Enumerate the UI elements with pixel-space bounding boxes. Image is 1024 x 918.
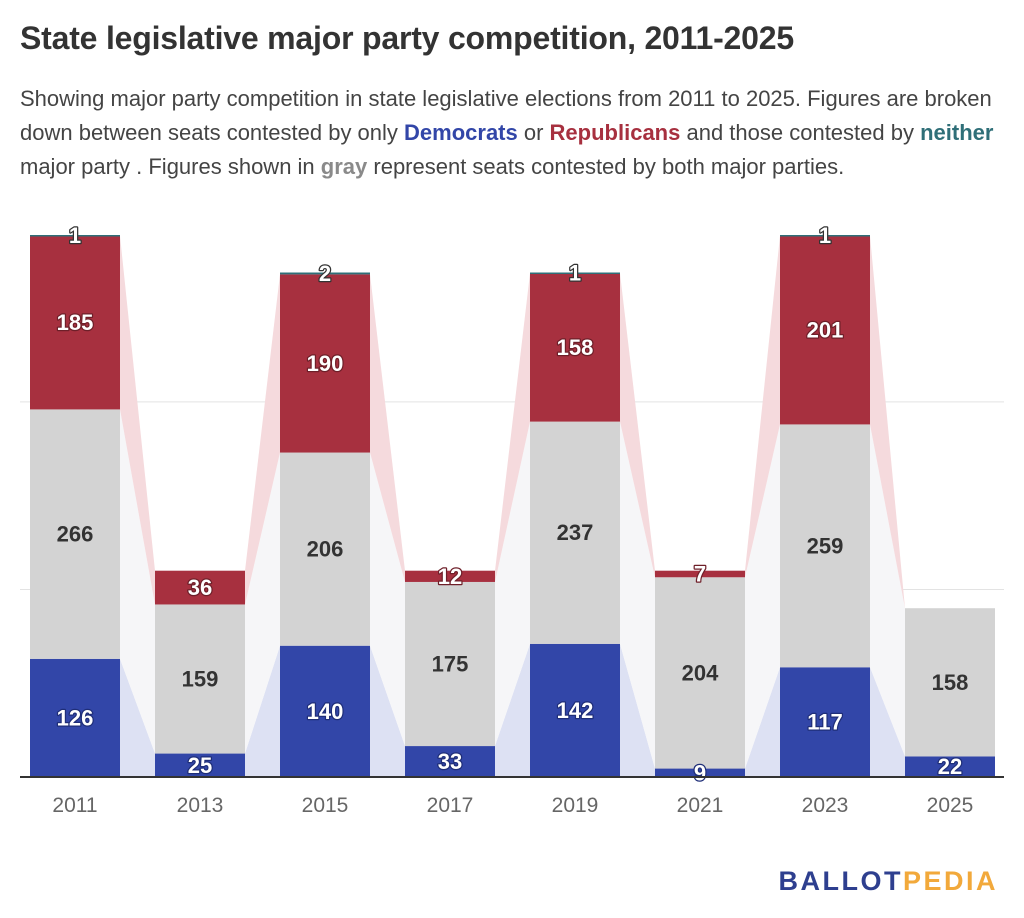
bar-segment-republicans-2011 <box>30 235 120 410</box>
data-label-democrats-2019: 142 <box>557 698 594 723</box>
connector-republicans <box>745 235 780 578</box>
subtitle-republicans-highlight: Republicans <box>549 120 681 145</box>
ballotpedia-logo: BALLOTPEDIA <box>778 866 998 897</box>
connector-democrats <box>245 645 280 777</box>
connector-democrats <box>745 667 780 777</box>
x-tick-label-2013: 2013 <box>177 794 224 817</box>
data-label-democrats-2023: 117 <box>807 710 843 735</box>
x-tick-label-2017: 2017 <box>427 794 474 817</box>
bar-segment-republicans-2023 <box>780 235 870 425</box>
data-label-both-2019: 237 <box>557 520 594 545</box>
data-label-neither-2011: 1 <box>69 223 81 248</box>
bar-segment-both-2021 <box>655 577 745 769</box>
x-tick-label-2015: 2015 <box>302 794 349 817</box>
bar-segment-both-2019 <box>530 421 620 644</box>
bar-segment-democrats-2017 <box>405 746 495 777</box>
subtitle-text: major party . Figures shown in <box>20 154 321 179</box>
bar-segment-both-2011 <box>30 409 120 659</box>
connector-democrats <box>870 667 905 777</box>
connector-both <box>245 452 280 754</box>
chart-subtitle: Showing major party competition in state… <box>20 82 1005 184</box>
bar-segment-democrats-2015 <box>280 645 370 777</box>
bar-segment-republicans-2015 <box>280 274 370 453</box>
bar-segment-democrats-2021 <box>655 768 745 777</box>
bar-segment-both-2013 <box>155 604 245 754</box>
data-label-both-2015: 206 <box>307 537 344 562</box>
connector-both <box>620 421 655 769</box>
data-label-republicans-2023: 201 <box>807 318 844 343</box>
data-label-neither-2019: 1 <box>569 260 581 285</box>
x-tick-label-2025: 2025 <box>927 794 974 817</box>
data-label-democrats-2017: 33 <box>438 749 462 774</box>
x-tick-label-2019: 2019 <box>552 794 599 817</box>
data-label-republicans-2021: 7 <box>694 561 706 586</box>
bar-segment-both-2025 <box>905 608 995 757</box>
logo-part-ballot: BALLOT <box>778 866 903 896</box>
x-tick-label-2023: 2023 <box>802 794 849 817</box>
bar-segment-neither-2015 <box>280 272 370 275</box>
connector-democrats <box>370 645 405 777</box>
data-label-republicans-2013: 36 <box>188 575 212 600</box>
bar-segment-both-2023 <box>780 424 870 668</box>
subtitle-text: and those contested by <box>680 120 921 145</box>
data-label-republicans-2011: 185 <box>57 310 94 335</box>
data-label-democrats-2013: 25 <box>188 753 212 778</box>
subtitle-text: or <box>517 120 550 145</box>
bar-segment-democrats-2023 <box>780 667 870 777</box>
bar-segment-democrats-2025 <box>905 756 995 777</box>
connector-republicans <box>245 274 280 605</box>
connector-republicans <box>370 274 405 582</box>
data-label-both-2021: 204 <box>682 660 719 685</box>
bar-segment-democrats-2013 <box>155 753 245 777</box>
connector-democrats <box>495 643 530 777</box>
connector-democrats <box>120 658 155 777</box>
subtitle-neither-highlight: neither <box>920 120 994 145</box>
connector-republicans <box>620 273 655 578</box>
data-label-both-2011: 266 <box>57 522 94 547</box>
data-label-democrats-2021: 9 <box>694 760 706 785</box>
data-label-democrats-2015: 140 <box>307 699 344 724</box>
data-label-both-2023: 259 <box>807 533 844 558</box>
bar-segment-both-2015 <box>280 452 370 646</box>
bar-segment-republicans-2019 <box>530 273 620 422</box>
connector-republicans <box>495 273 530 582</box>
logo-part-pedia: PEDIA <box>902 866 998 896</box>
bar-segment-neither-2011 <box>30 235 120 237</box>
connector-both <box>370 452 405 747</box>
connector-both <box>120 409 155 754</box>
bar-segment-republicans-2013 <box>155 570 245 605</box>
data-label-republicans-2015: 190 <box>307 351 344 376</box>
x-tick-label-2021: 2021 <box>677 794 724 817</box>
bar-segment-neither-2019 <box>530 272 620 275</box>
connector-both <box>495 421 530 747</box>
connector-republicans <box>120 235 155 605</box>
bar-segment-republicans-2017 <box>405 570 495 582</box>
data-label-republicans-2019: 158 <box>557 335 594 360</box>
bar-segment-republicans-2021 <box>655 570 745 578</box>
data-label-both-2017: 175 <box>432 652 469 677</box>
data-label-democrats-2011: 126 <box>57 705 94 730</box>
connector-both <box>745 424 780 769</box>
connector-democrats <box>620 643 655 777</box>
bar-segment-democrats-2011 <box>30 658 120 777</box>
bar-segment-democrats-2019 <box>530 643 620 777</box>
connector-both <box>870 424 905 757</box>
subtitle-gray-highlight: gray <box>320 154 368 179</box>
data-label-democrats-2025: 22 <box>938 754 962 779</box>
subtitle-text: represent seats contested by both major … <box>367 154 845 179</box>
subtitle-text: Showing major party competition in state… <box>20 86 992 145</box>
connector-republicans <box>870 235 905 609</box>
data-label-both-2025: 158 <box>932 670 969 695</box>
bar-segment-neither-2023 <box>780 235 870 237</box>
data-label-republicans-2017: 12 <box>438 564 462 589</box>
data-label-neither-2015: 2 <box>319 261 331 286</box>
subtitle-democrats-highlight: Democrats <box>404 120 518 145</box>
data-label-both-2013: 159 <box>182 667 219 692</box>
data-label-neither-2023: 1 <box>819 223 831 248</box>
chart-title: State legislative major party competitio… <box>20 20 794 56</box>
bar-segment-both-2017 <box>405 581 495 747</box>
x-tick-label-2011: 2011 <box>52 794 97 817</box>
